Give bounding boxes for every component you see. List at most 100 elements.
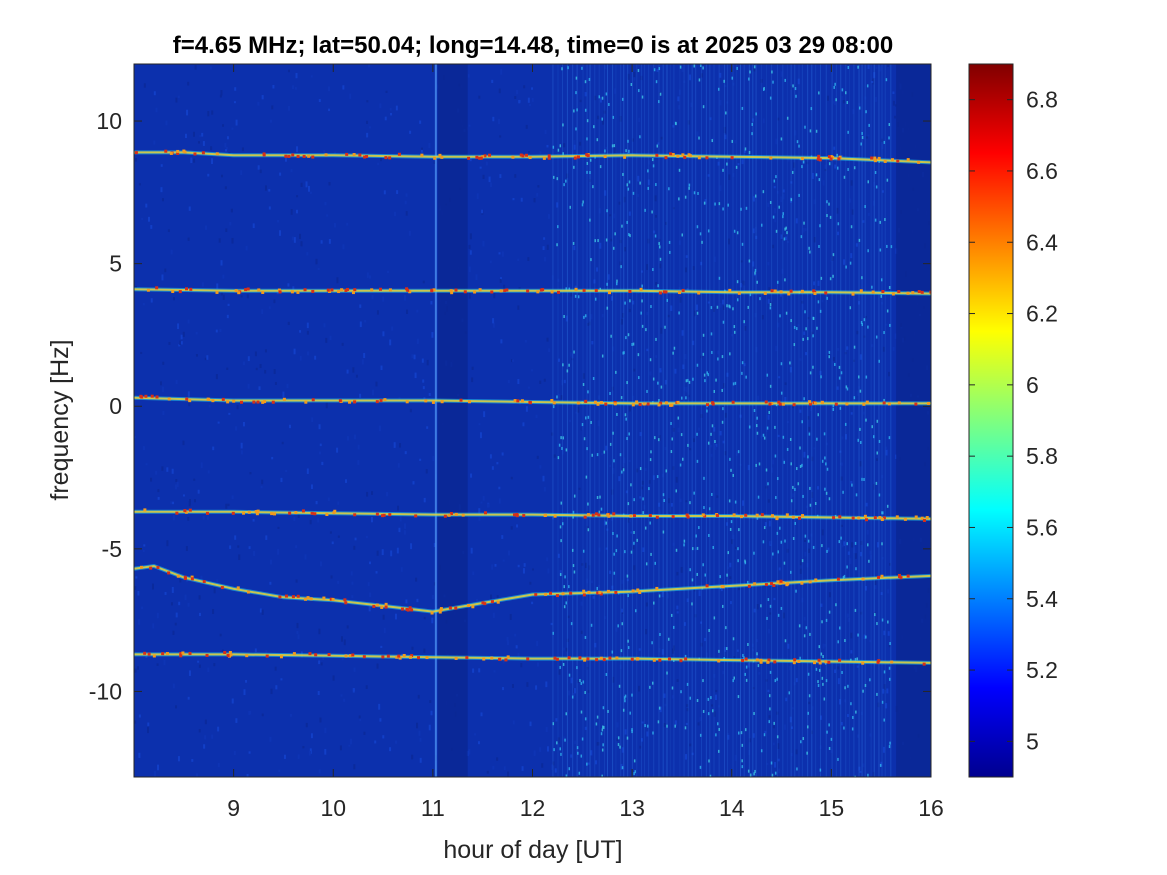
noise-speck: [695, 304, 698, 311]
noise-speck: [612, 676, 615, 683]
trace-speck: [728, 288, 732, 292]
noise-speck: [818, 178, 821, 182]
noise-speck: [372, 389, 375, 396]
noise-speck: [231, 495, 234, 500]
noise-speck: [671, 695, 674, 699]
noise-speck: [621, 747, 624, 753]
trace-speck: [176, 151, 180, 155]
noise-speck: [177, 756, 180, 762]
noise-speck: [268, 306, 271, 309]
noise-speck: [553, 748, 555, 752]
noise-speck: [644, 467, 647, 472]
noise-speck: [816, 437, 818, 441]
noise-speck: [607, 274, 610, 280]
noise-speck: [681, 66, 684, 73]
noise-speck: [625, 336, 627, 340]
noise-speck: [663, 723, 666, 728]
noise-speck: [496, 462, 499, 465]
noise-speck: [355, 374, 358, 378]
noise-speck: [837, 347, 840, 351]
noise-speck: [165, 120, 168, 126]
noise-speck: [366, 120, 369, 124]
noise-speck: [874, 613, 876, 617]
noise-speck: [677, 416, 680, 420]
trace-speck: [380, 605, 384, 609]
noise-speck: [476, 193, 479, 200]
trace-speck: [265, 654, 269, 658]
noise-speck: [846, 346, 849, 350]
trace-speck: [483, 602, 487, 606]
noise-speck: [775, 345, 778, 352]
trace-speck: [606, 589, 610, 593]
noise-speck: [809, 371, 812, 375]
noise-speck: [769, 302, 772, 306]
noise-speck: [371, 491, 374, 495]
trace-speck: [331, 597, 335, 601]
noise-stripe: [755, 64, 757, 777]
noise-speck: [175, 379, 178, 385]
trace-speck: [528, 401, 532, 405]
noise-speck: [582, 680, 585, 684]
noise-speck: [308, 750, 311, 756]
noise-speck: [622, 313, 625, 318]
noise-speck: [428, 724, 431, 731]
noise-speck: [797, 324, 800, 327]
trace-speck: [623, 155, 627, 159]
noise-speck: [743, 363, 746, 367]
noise-speck: [641, 480, 644, 485]
noise-speck: [868, 123, 870, 127]
noise-speck: [141, 606, 144, 610]
noise-speck: [569, 419, 572, 423]
noise-speck: [602, 706, 605, 710]
trace-speck: [287, 154, 291, 158]
noise-speck: [561, 522, 564, 526]
noise-speck: [264, 349, 267, 353]
noise-speck: [718, 202, 721, 206]
noise-speck: [707, 697, 710, 701]
noise-speck: [886, 504, 889, 508]
noise-speck: [773, 186, 776, 189]
noise-stripe: [794, 64, 796, 777]
noise-speck: [521, 766, 524, 771]
noise-speck: [195, 773, 198, 777]
trace-speck: [583, 515, 587, 519]
noise-speck: [190, 157, 193, 164]
trace-speck: [798, 516, 802, 520]
noise-speck: [636, 468, 639, 473]
x-tick-label: 16: [918, 795, 944, 821]
noise-speck: [883, 670, 886, 674]
noise-speck: [428, 392, 431, 396]
noise-speck: [499, 174, 502, 179]
noise-speck: [655, 282, 658, 286]
noise-speck: [652, 268, 654, 272]
noise-speck: [544, 129, 547, 135]
trace-speck: [642, 402, 646, 406]
noise-speck: [780, 196, 783, 203]
noise-speck: [612, 531, 614, 535]
trace-speck: [612, 512, 616, 516]
trace-speck: [648, 514, 652, 518]
noise-speck: [851, 542, 854, 548]
noise-speck: [603, 110, 606, 114]
noise-speck: [586, 667, 589, 670]
trace-speck: [778, 581, 782, 585]
trace-speck: [270, 512, 274, 516]
noise-speck: [753, 65, 756, 69]
noise-speck: [514, 633, 517, 637]
noise-speck: [856, 665, 859, 668]
noise-speck: [868, 559, 870, 563]
noise-speck: [808, 701, 811, 705]
noise-speck: [595, 722, 598, 726]
noise-speck: [820, 276, 823, 280]
noise-speck: [625, 417, 627, 421]
noise-speck: [506, 636, 509, 642]
noise-speck: [804, 534, 807, 538]
noise-speck: [828, 592, 831, 598]
noise-speck: [858, 766, 861, 771]
noise-speck: [550, 764, 553, 770]
noise-speck: [828, 162, 831, 166]
noise-speck: [297, 754, 300, 759]
noise-speck: [581, 737, 584, 741]
trace-speck: [308, 652, 312, 656]
noise-speck: [863, 335, 866, 338]
